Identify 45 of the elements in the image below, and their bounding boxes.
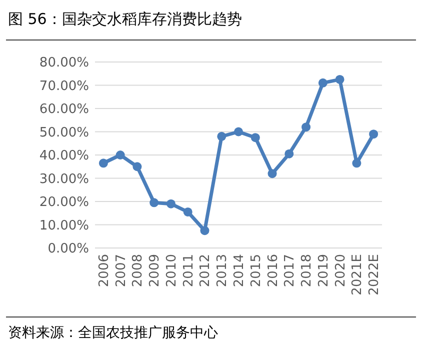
point xyxy=(166,199,176,208)
x-tick-label: 2011 xyxy=(181,254,196,288)
y-tick-label: 0.00% xyxy=(48,242,89,256)
x-tick-label: 2013 xyxy=(215,254,230,288)
y-tick-label: 30.00% xyxy=(39,172,89,187)
x-tick-label: 2015 xyxy=(248,254,264,288)
point xyxy=(150,198,159,208)
point xyxy=(318,78,328,88)
y-tick-label: 40.00% xyxy=(39,148,89,164)
point xyxy=(183,207,192,216)
chart-title: 图 56：国杂交水稻库存消费比趋势 xyxy=(8,10,242,28)
text: 资料来源：全国农技推广服务中心 xyxy=(8,325,218,341)
y-tick-label: 80.00% xyxy=(39,56,89,70)
x-tick-label: 2007 xyxy=(114,254,129,288)
point xyxy=(352,158,362,168)
x-tick-label: 2022E xyxy=(367,254,382,296)
x-tick-label: 2010 xyxy=(164,254,180,288)
point xyxy=(98,158,108,168)
x-tick-label: 2020 xyxy=(333,254,348,288)
point xyxy=(200,226,210,236)
point xyxy=(250,133,260,142)
x-tick-label: 2008 xyxy=(130,254,146,288)
x-tick-label: 2016 xyxy=(266,254,281,288)
x-tick-label: 2017 xyxy=(282,254,298,288)
y-tick-label: 20.00% xyxy=(39,195,89,210)
point xyxy=(217,132,226,141)
x-tick-label: 2019 xyxy=(316,254,332,288)
point xyxy=(302,122,311,132)
point xyxy=(284,149,294,158)
x-tick-label: 2006 xyxy=(96,254,112,288)
x-tick-label: 2018 xyxy=(300,254,315,288)
point xyxy=(132,162,142,172)
point xyxy=(234,127,243,136)
y-tick-label: 50.00% xyxy=(39,125,89,140)
point xyxy=(116,150,125,160)
point xyxy=(335,74,344,84)
y-tick-label: 10.00% xyxy=(39,218,89,234)
y-tick-label: 60.00% xyxy=(39,102,89,117)
x-tick-label: 2009 xyxy=(148,254,163,288)
point xyxy=(369,130,378,139)
point xyxy=(268,169,277,178)
y-tick-label: 70.00% xyxy=(39,78,89,94)
x-tick-label: 2021E xyxy=(350,254,366,296)
x-tick-label: 2012 xyxy=(198,254,214,288)
x-tick-label: 2014 xyxy=(232,254,247,288)
